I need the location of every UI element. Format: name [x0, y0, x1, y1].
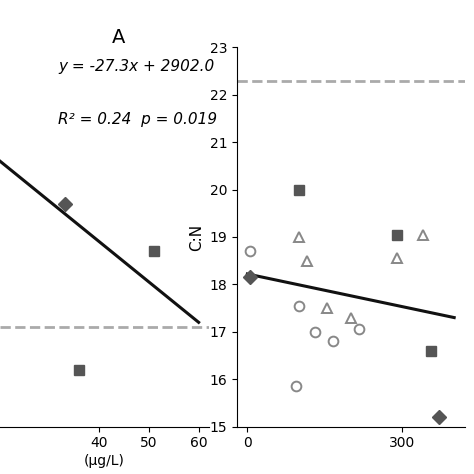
Y-axis label: C:N: C:N	[189, 223, 204, 251]
Text: A: A	[112, 28, 125, 47]
Text: y = -27.3x + 2902.0: y = -27.3x + 2902.0	[58, 59, 215, 74]
Text: R² = 0.24  p = 0.019: R² = 0.24 p = 0.019	[58, 112, 218, 127]
X-axis label: (μg/L): (μg/L)	[84, 455, 125, 468]
